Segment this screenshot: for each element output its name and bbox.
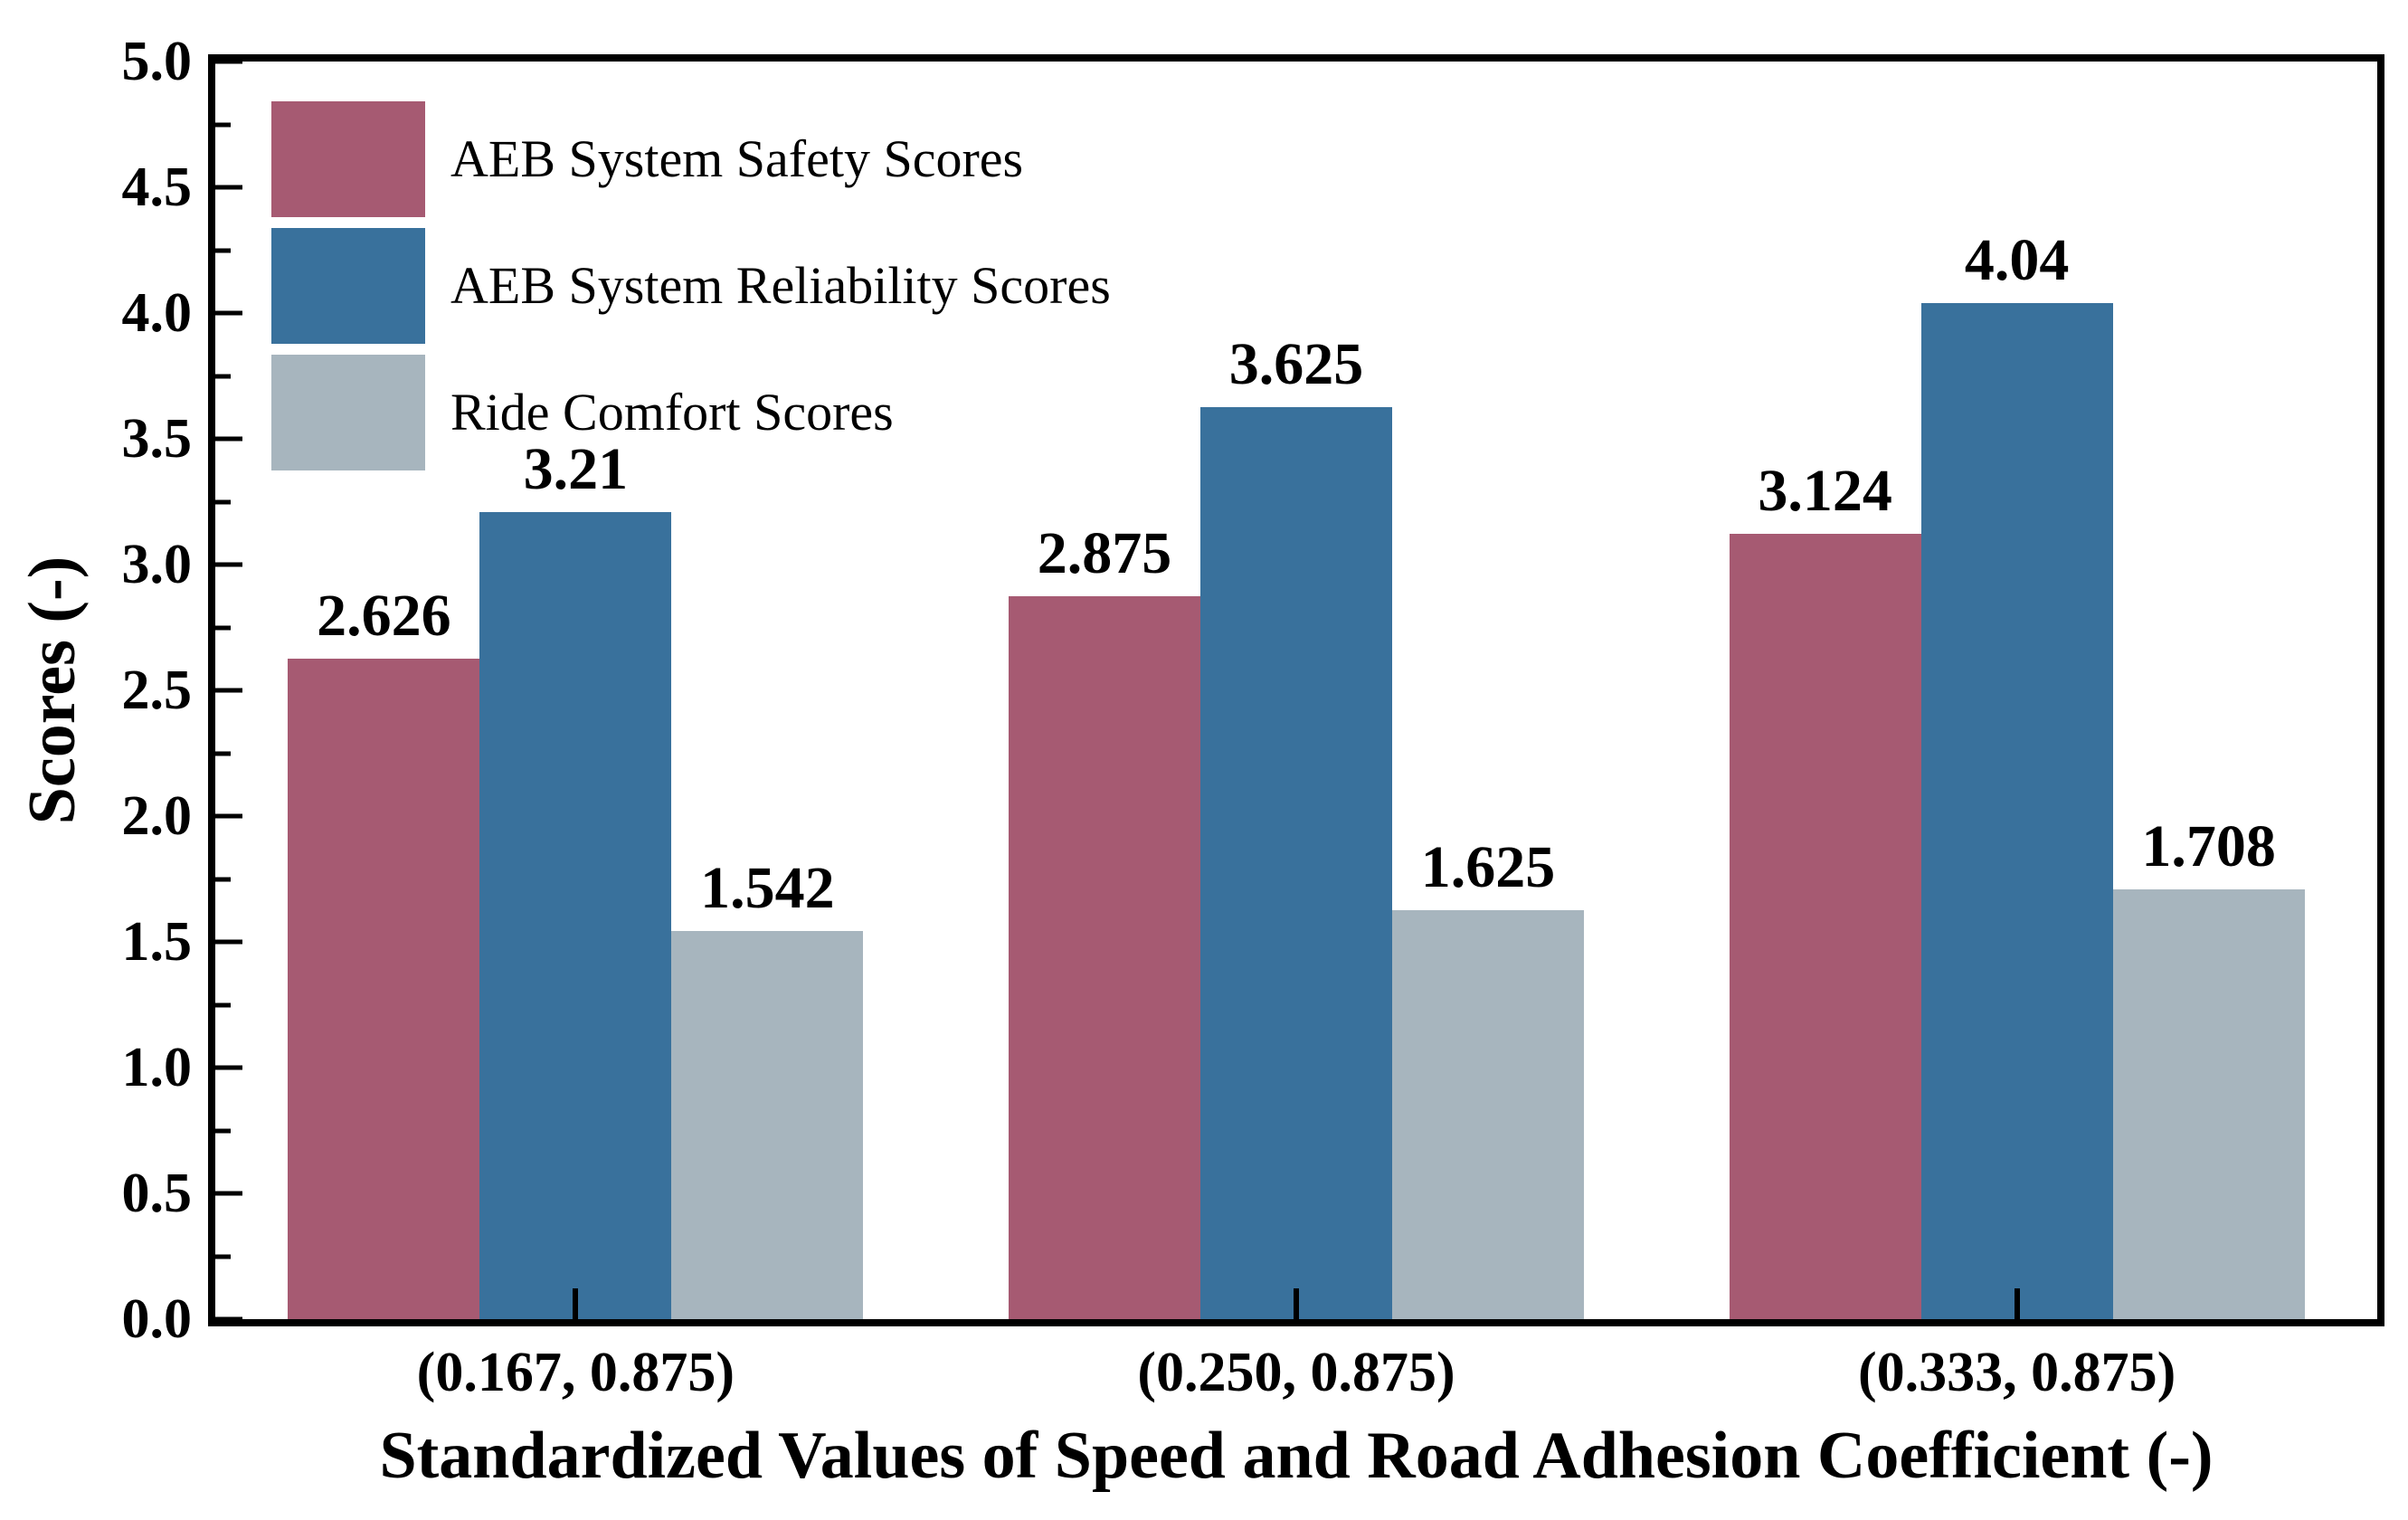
x-tick-label: (0.250, 0.875): [1137, 1342, 1455, 1403]
bar-reliability-group-1: [479, 511, 672, 1319]
bar-value-label-comfort-group-2: 1.625: [1420, 834, 1556, 901]
bar-comfort-group-1: [671, 931, 864, 1319]
legend-swatch-reliability: [271, 228, 425, 344]
bar-comfort-group-3: [2112, 889, 2305, 1319]
y-major-tick: [215, 813, 242, 819]
x-tick-label: (0.333, 0.875): [1858, 1342, 2176, 1403]
legend-label-reliability: AEB System Reliability Scores: [450, 255, 1111, 315]
legend-swatch-comfort: [271, 355, 425, 470]
y-minor-tick: [215, 1254, 231, 1259]
y-minor-tick: [215, 1128, 231, 1133]
x-major-tick: [1294, 1288, 1299, 1319]
y-major-tick: [215, 1065, 242, 1070]
x-tick-label: (0.167, 0.875): [416, 1342, 735, 1403]
y-major-tick: [215, 310, 242, 316]
y-tick-label: 3.5: [121, 408, 193, 470]
plot-area: AEB System Safety Scores AEB System Reli…: [215, 59, 2377, 1322]
y-minor-tick: [215, 122, 231, 127]
x-major-tick: [2014, 1288, 2020, 1319]
plot-frame: AEB System Safety Scores AEB System Reli…: [208, 54, 2384, 1326]
y-minor-tick: [215, 751, 231, 755]
y-minor-tick: [215, 374, 231, 378]
y-major-tick: [215, 562, 242, 567]
y-axis-tick-labels: 0.0 0.5 1.0 1.5 2.0 2.5 3.0 3.5 4.0 4.5 5.0: [0, 33, 193, 1347]
y-tick-label: 4.0: [121, 282, 193, 344]
bar-reliability-group-3: [1920, 302, 2113, 1319]
y-tick-label: 2.0: [121, 785, 193, 847]
bar-value-label-reliability-group-2: 3.625: [1228, 331, 1364, 398]
legend-swatch-safety: [271, 101, 425, 217]
bar-value-label-reliability-group-3: 4.04: [1964, 226, 2070, 293]
legend-label-comfort: Ride Comfort Scores: [450, 382, 894, 442]
bar-value-label-safety-group-2: 2.875: [1037, 519, 1172, 586]
bar-value-label-safety-group-3: 3.124: [1758, 457, 1892, 524]
legend-item-reliability: AEB System Reliability Scores: [271, 228, 1111, 344]
bar-reliability-group-2: [1200, 407, 1392, 1319]
y-major-tick: [215, 939, 242, 945]
bar-value-label-reliability-group-1: 3.21: [523, 435, 629, 502]
y-tick-label: 3.0: [121, 534, 193, 595]
y-minor-tick: [215, 248, 231, 252]
bar-safety-group-2: [1009, 595, 1200, 1319]
y-minor-tick: [215, 1002, 231, 1007]
y-major-tick: [215, 59, 242, 64]
y-major-tick: [215, 185, 242, 190]
y-tick-label: 2.5: [121, 660, 193, 721]
x-major-tick: [573, 1288, 579, 1319]
y-major-tick: [215, 1191, 242, 1196]
y-tick-label: 0.0: [121, 1288, 193, 1350]
bar-value-label-comfort-group-3: 1.708: [2141, 813, 2276, 880]
bar-safety-group-3: [1729, 533, 1921, 1319]
y-major-tick: [215, 1316, 242, 1322]
y-major-tick: [215, 436, 242, 442]
y-minor-tick: [215, 499, 231, 504]
y-minor-tick: [215, 625, 231, 630]
y-minor-tick: [215, 877, 231, 881]
y-tick-label: 5.0: [121, 31, 193, 92]
legend-item-comfort: Ride Comfort Scores: [271, 355, 1111, 470]
legend: AEB System Safety Scores AEB System Reli…: [271, 101, 1111, 481]
y-tick-label: 0.5: [121, 1163, 193, 1224]
bar-value-label-safety-group-1: 2.626: [317, 582, 451, 649]
legend-item-safety: AEB System Safety Scores: [271, 101, 1111, 217]
legend-label-safety: AEB System Safety Scores: [450, 128, 1024, 188]
x-axis-title: Standardized Values of Speed and Road Ad…: [379, 1419, 2214, 1493]
y-major-tick: [215, 688, 242, 693]
bar-comfort-group-2: [1391, 910, 1584, 1319]
x-axis-tick-labels: (0.167, 0.875) (0.250, 0.875) (0.333, 0.87…: [215, 1344, 2377, 1417]
y-tick-label: 4.5: [121, 157, 193, 218]
bar-safety-group-1: [288, 658, 480, 1319]
y-tick-label: 1.0: [121, 1037, 193, 1098]
y-tick-label: 1.5: [121, 911, 193, 973]
bar-value-label-comfort-group-1: 1.542: [700, 855, 835, 922]
